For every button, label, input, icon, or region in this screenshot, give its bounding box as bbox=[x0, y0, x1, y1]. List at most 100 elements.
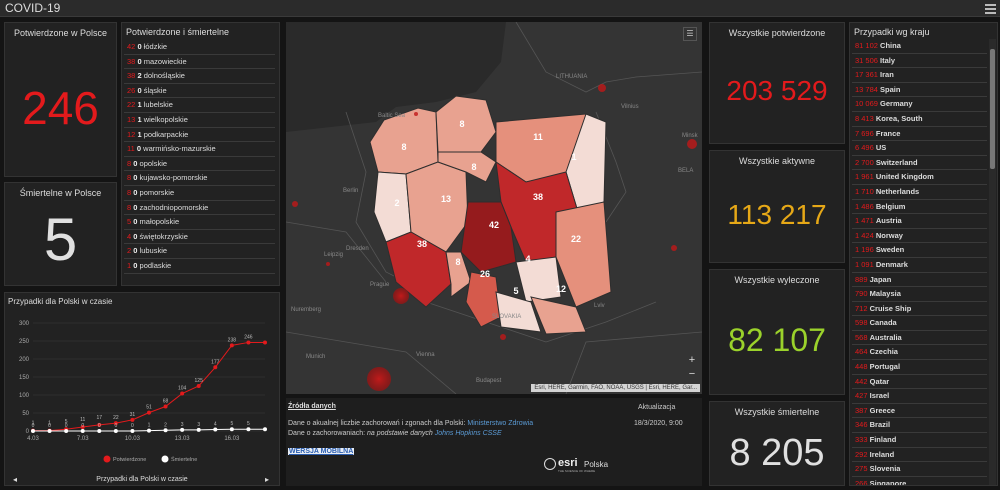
country-row[interactable]: 568 Australia bbox=[852, 331, 987, 346]
chart-next-arrow[interactable]: ▸ bbox=[264, 475, 269, 484]
country-row[interactable]: 889 Japan bbox=[852, 273, 987, 288]
city-label: Vilnius bbox=[621, 104, 639, 110]
zoom-in-button[interactable]: + bbox=[688, 354, 696, 366]
legend-label: Potwierdzone bbox=[113, 457, 146, 463]
country-row[interactable]: 275 Slovenia bbox=[852, 462, 987, 477]
data-point bbox=[229, 427, 234, 432]
chart-prev-arrow[interactable]: ◂ bbox=[13, 475, 18, 484]
voivodeship-row[interactable]: 4 0 świętokrzyskie bbox=[124, 230, 275, 245]
country-row[interactable]: 13 784 Spain bbox=[852, 83, 987, 98]
bubble-vienna bbox=[367, 367, 391, 391]
voivodeship-row[interactable]: 2 0 lubuskie bbox=[124, 244, 275, 259]
voivodeship-row[interactable]: 1 0 podlaskie bbox=[124, 259, 275, 274]
legend-swatch bbox=[161, 455, 169, 463]
country-row[interactable]: 31 506 Italy bbox=[852, 54, 987, 69]
country-row[interactable]: 17 361 Iran bbox=[852, 68, 987, 83]
voivodeship-row[interactable]: 42 0 łódzkie bbox=[124, 40, 275, 55]
voivodeship-deaths: 0 bbox=[133, 158, 138, 168]
region-label: 4 bbox=[525, 254, 530, 264]
country-row[interactable]: 1 710 Netherlands bbox=[852, 185, 987, 200]
country-row[interactable]: 7 696 France bbox=[852, 127, 987, 142]
country-row[interactable]: 333 Finland bbox=[852, 433, 987, 448]
country-row[interactable]: 10 069 Germany bbox=[852, 97, 987, 112]
data-point bbox=[97, 422, 102, 427]
voivodeship-name: pomorskie bbox=[139, 187, 175, 197]
country-row[interactable]: 387 Greece bbox=[852, 404, 987, 419]
country-cases: 387 bbox=[855, 405, 868, 415]
mobile-version-link[interactable]: WERSJA MOBILNA bbox=[288, 448, 355, 455]
country-row[interactable]: 346 Brazil bbox=[852, 418, 987, 434]
zoom-out-button[interactable]: − bbox=[688, 368, 696, 380]
country-row[interactable]: 442 Qatar bbox=[852, 375, 987, 390]
country-row[interactable]: 1 471 Austria bbox=[852, 214, 987, 229]
region-label: 26 bbox=[480, 269, 490, 279]
country-name: Germany bbox=[880, 99, 913, 109]
y-tick-label: 50 bbox=[22, 411, 29, 417]
country-row[interactable]: 1 961 United Kingdom bbox=[852, 170, 987, 185]
voivodeship-name: wielkopolskie bbox=[143, 114, 188, 124]
country-row[interactable]: 1 486 Belgium bbox=[852, 200, 987, 215]
bubble-dresden bbox=[326, 262, 330, 266]
data-point bbox=[263, 427, 267, 432]
country-row[interactable]: 292 Ireland bbox=[852, 448, 987, 463]
voivodeship-row[interactable]: 22 1 lubelskie bbox=[124, 98, 275, 113]
country-row[interactable]: 427 Israel bbox=[852, 389, 987, 404]
country-row[interactable]: 1 424 Norway bbox=[852, 229, 987, 244]
y-tick-label: 250 bbox=[19, 339, 30, 345]
country-name: Japan bbox=[869, 274, 892, 284]
voivodeship-row[interactable]: 26 0 śląskie bbox=[124, 84, 275, 99]
country-cases: 427 bbox=[855, 391, 868, 401]
voivodeship-row[interactable]: 38 2 dolnośląskie bbox=[124, 69, 275, 84]
country-cases: 1 424 bbox=[855, 230, 874, 240]
country-row[interactable]: 8 413 Korea, South bbox=[852, 112, 987, 127]
data-point bbox=[64, 429, 69, 433]
country-row[interactable]: 2 700 Switzerland bbox=[852, 156, 987, 171]
country-row[interactable]: 598 Canada bbox=[852, 316, 987, 331]
voivodeship-name: dolnośląskie bbox=[143, 71, 185, 81]
top-bar: COVID-19 bbox=[0, 0, 1000, 17]
voivodeship-row[interactable]: 11 0 warmińsko-mazurskie bbox=[124, 142, 275, 157]
countries-scrollbar[interactable] bbox=[989, 39, 996, 485]
ministry-link[interactable]: Ministerstwo Zdrowia bbox=[467, 420, 534, 427]
country-row[interactable]: 448 Portugal bbox=[852, 360, 987, 375]
total-recovered-panel: Wszystkie wyleczone 82 107 bbox=[709, 269, 845, 395]
voivodeship-row[interactable]: 8 0 zachodniopomorskie bbox=[124, 201, 275, 216]
voivodeship-confirmed: 1 bbox=[127, 260, 132, 270]
countries-panel: Przypadki wg kraju 81 102 China 31 506 It… bbox=[849, 22, 998, 486]
data-point bbox=[246, 340, 251, 345]
voivodeship-row[interactable]: 8 0 pomorskie bbox=[124, 186, 275, 201]
country-cases: 712 bbox=[855, 303, 868, 313]
country-row[interactable]: 1 091 Denmark bbox=[852, 258, 987, 273]
countries-scroll-thumb[interactable] bbox=[990, 49, 995, 169]
legend-toggle-icon[interactable]: ☰ bbox=[683, 27, 697, 41]
data-label: 5 bbox=[65, 419, 68, 425]
country-name: France bbox=[875, 128, 901, 138]
update-value: 18/3/2020, 9:00 bbox=[634, 420, 683, 427]
voivodeship-confirmed: 38 bbox=[127, 71, 136, 81]
x-tick-label: 10.03 bbox=[125, 436, 141, 442]
region-label: 11 bbox=[533, 132, 543, 142]
country-row[interactable]: 6 496 US bbox=[852, 141, 987, 156]
voivodeship-row[interactable]: 5 0 małopolskie bbox=[124, 215, 275, 230]
country-cases: 568 bbox=[855, 332, 868, 342]
country-row[interactable]: 712 Cruise Ship bbox=[852, 302, 987, 317]
sources-title[interactable]: Źródła danych bbox=[288, 403, 336, 410]
voivodeship-row[interactable]: 8 0 kujawsko-pomorskie bbox=[124, 171, 275, 186]
country-cases: 2 700 bbox=[855, 157, 874, 167]
menu-icon[interactable] bbox=[985, 2, 996, 14]
voivodeship-title: Potwierdzone i śmiertelne bbox=[126, 27, 230, 37]
voivodeship-row[interactable]: 38 0 mazowieckie bbox=[124, 55, 275, 70]
map-view[interactable]: 8 8 11 1 2 13 8 38 42 22 38 8 4 26 5 12 LITHUANIA Minsk B… bbox=[286, 22, 702, 394]
country-row[interactable]: 1 196 Sweden bbox=[852, 243, 987, 258]
country-name: Denmark bbox=[875, 259, 908, 269]
countries-list[interactable]: 81 102 China 31 506 Italy 17 361 Iran 13 78… bbox=[852, 39, 987, 485]
voivodeship-row[interactable]: 8 0 opolskie bbox=[124, 157, 275, 172]
country-row[interactable]: 464 Czechia bbox=[852, 345, 987, 361]
voivodeship-row[interactable]: 12 1 podkarpackie bbox=[124, 128, 275, 143]
country-row[interactable]: 790 Malaysia bbox=[852, 287, 987, 302]
country-row[interactable]: 266 Singapore bbox=[852, 477, 987, 485]
voivodeship-confirmed: 8 bbox=[127, 202, 132, 212]
country-row[interactable]: 81 102 China bbox=[852, 39, 987, 54]
voivodeship-row[interactable]: 13 1 wielkopolskie bbox=[124, 113, 275, 128]
jhu-link[interactable]: Johns Hopkins CSSE bbox=[434, 430, 502, 437]
